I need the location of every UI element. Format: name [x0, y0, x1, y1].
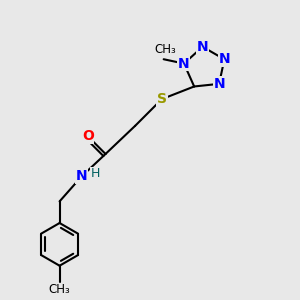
- Text: N: N: [218, 52, 230, 66]
- Text: N: N: [76, 169, 88, 183]
- Text: N: N: [213, 77, 225, 91]
- Text: CH₃: CH₃: [154, 43, 176, 56]
- Text: N: N: [197, 40, 208, 54]
- Text: H: H: [91, 167, 100, 180]
- Text: O: O: [82, 129, 94, 143]
- Text: CH₃: CH₃: [49, 284, 70, 296]
- Text: N: N: [178, 57, 190, 70]
- Text: S: S: [157, 92, 167, 106]
